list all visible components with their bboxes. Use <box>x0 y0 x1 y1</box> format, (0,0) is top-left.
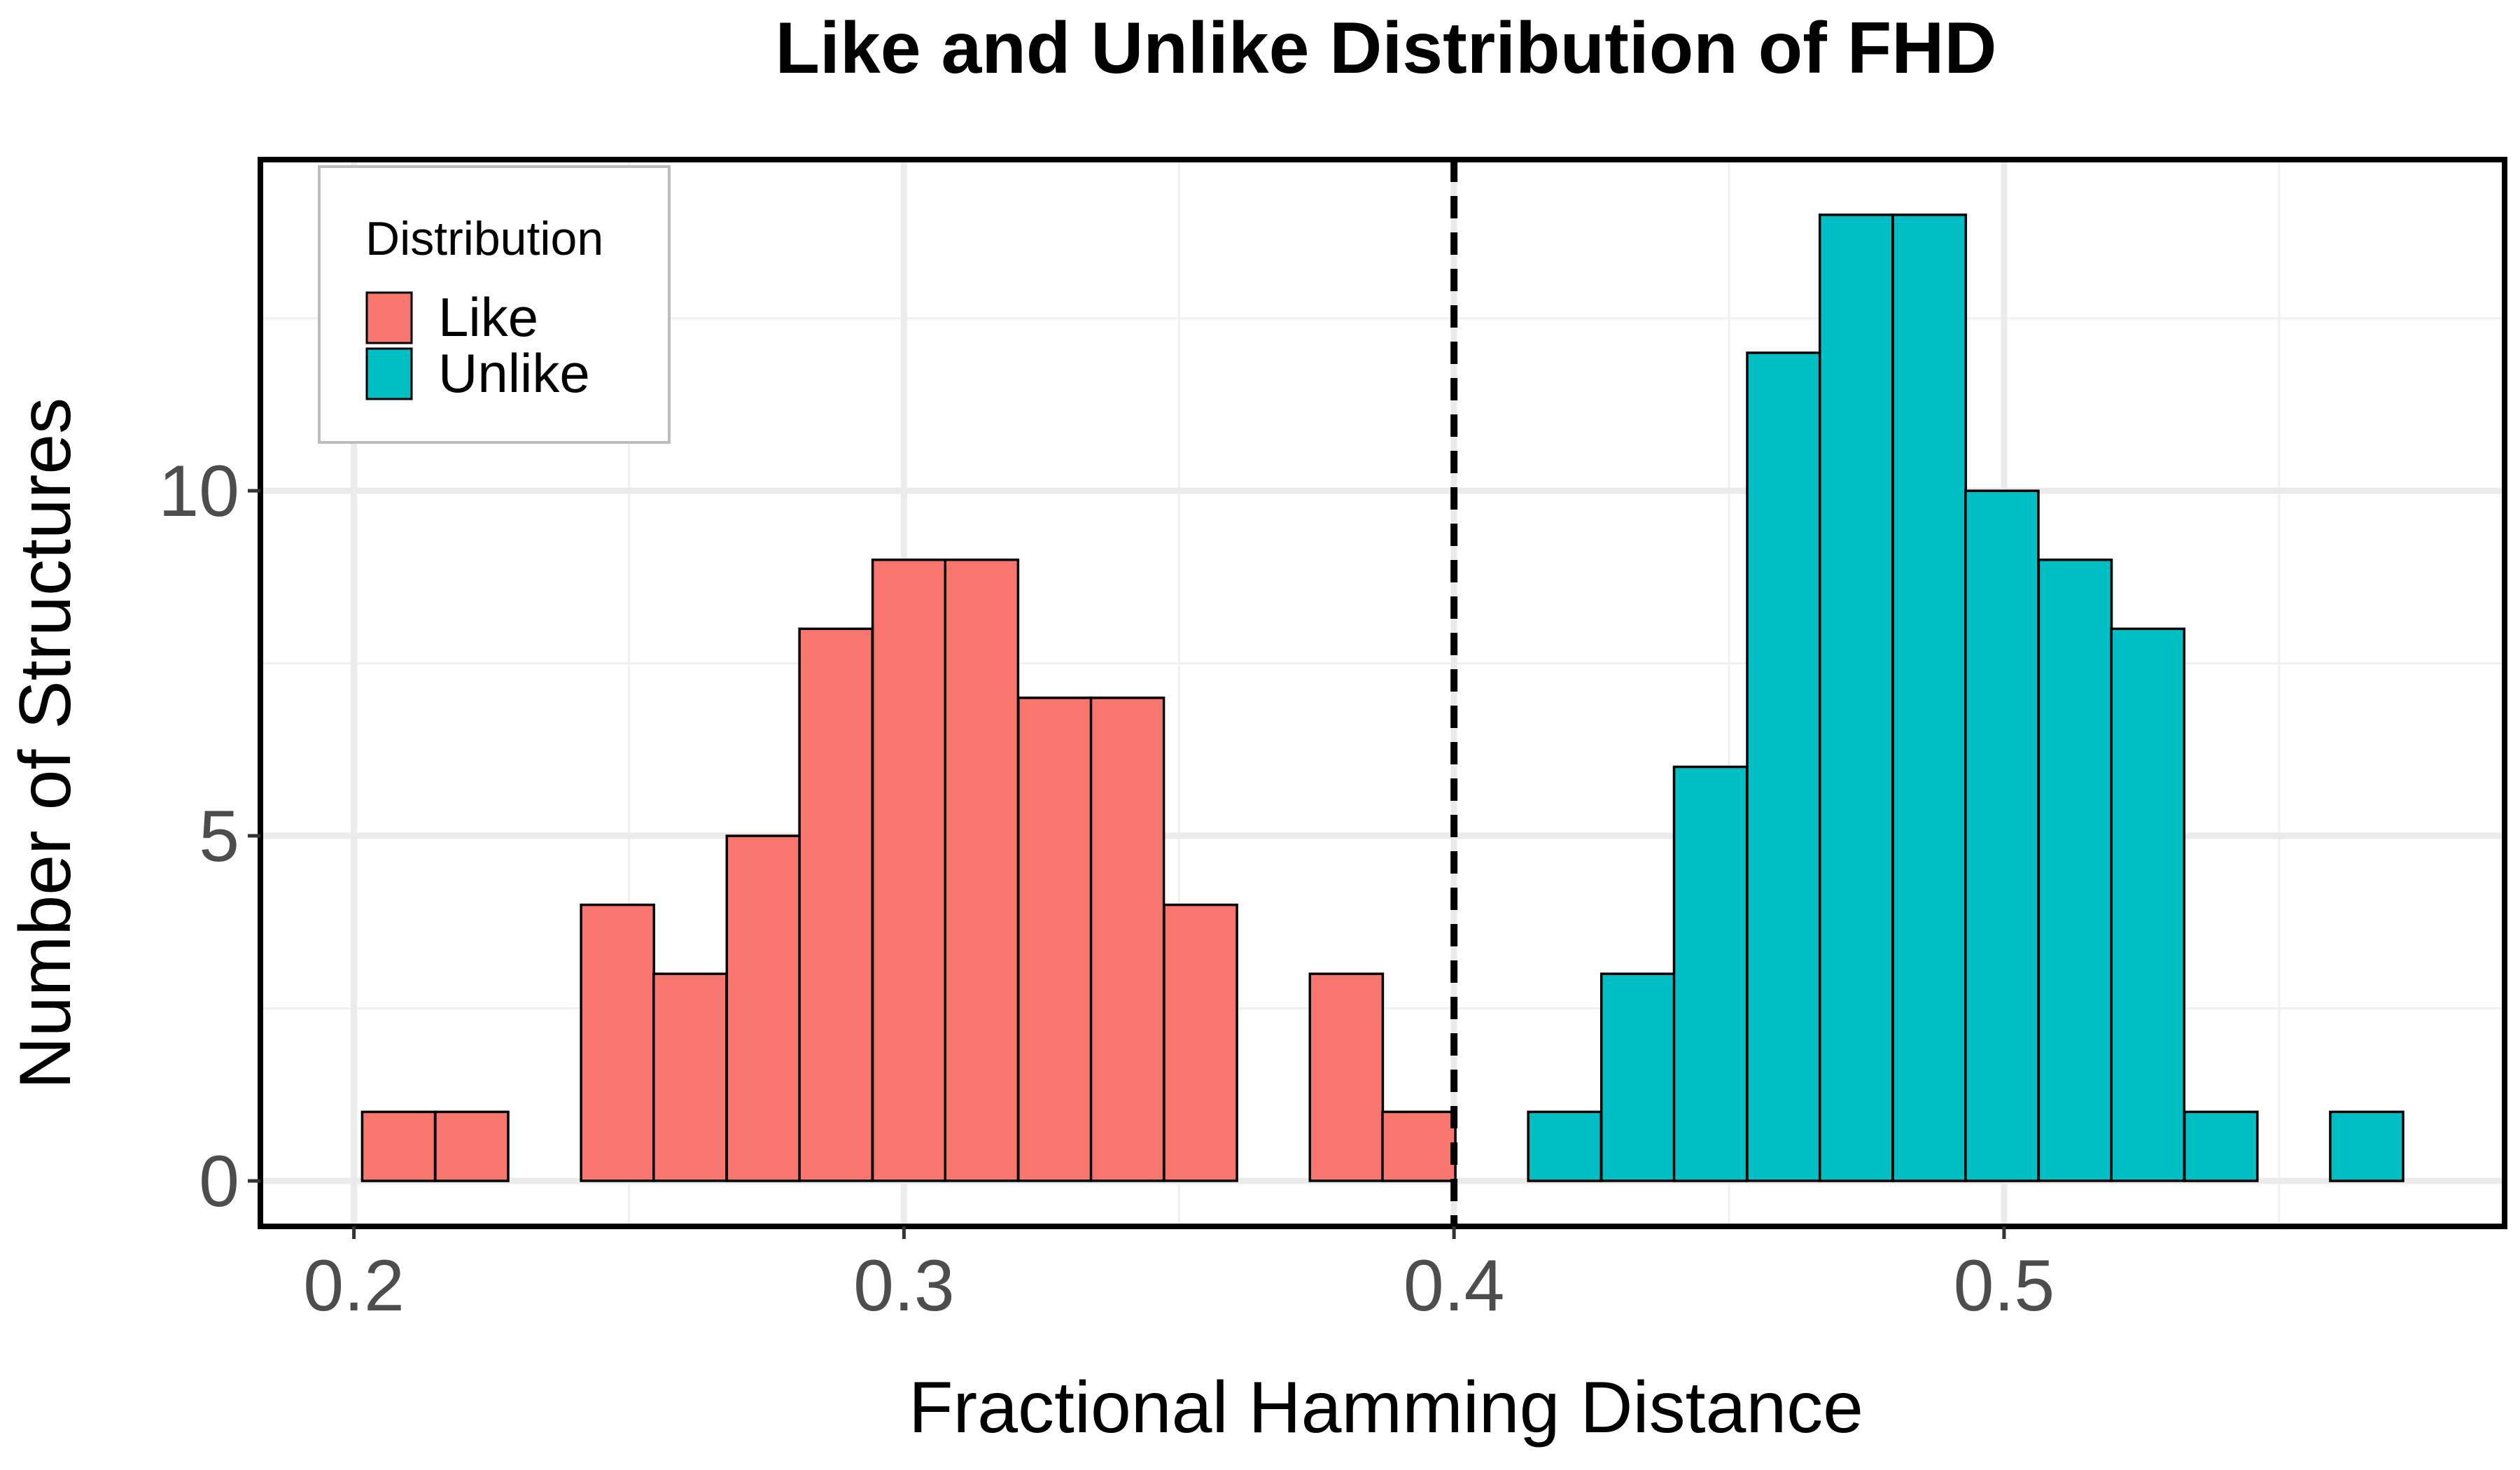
bar-unlike <box>2183 1110 2259 1182</box>
bar-like <box>798 627 874 1182</box>
y-tick-label: 10 <box>158 451 239 532</box>
legend-label-unlike: Unlike <box>438 342 590 404</box>
bar-like <box>1163 903 1238 1182</box>
y-tick-label: 5 <box>199 796 239 877</box>
x-tick-label: 0.2 <box>303 1245 405 1326</box>
bar-like <box>725 834 802 1182</box>
bar-like <box>1308 972 1385 1182</box>
plot-area: 0.2 0.3 0.4 0.5 0 5 10 <box>158 157 2507 1326</box>
bar-like <box>1381 1110 1457 1182</box>
x-axis-label: Fractional Hamming Distance <box>909 1367 1863 1448</box>
bar-unlike <box>1527 1110 1603 1182</box>
bar-like <box>1017 696 1093 1182</box>
bar-like <box>434 1110 510 1182</box>
chart-title: Like and Unlike Distribution of FHD <box>776 8 1997 89</box>
legend-swatch-unlike <box>365 347 413 400</box>
bar-unlike <box>1746 351 1821 1182</box>
bar-unlike <box>2037 558 2113 1182</box>
bar-like <box>652 972 728 1182</box>
bar-unlike <box>1964 489 2040 1182</box>
bar-unlike <box>1891 214 1968 1182</box>
legend: Distribution Like Unlike <box>318 165 671 444</box>
bar-like <box>871 558 947 1182</box>
x-tick-label: 0.4 <box>1404 1245 1505 1326</box>
legend-title: Distribution <box>365 212 603 265</box>
y-axis-label: Number of Structures <box>5 398 86 1089</box>
bar-unlike <box>1600 972 1676 1182</box>
x-tick-label: 0.3 <box>853 1245 955 1326</box>
x-tick-label: 0.5 <box>1954 1245 2055 1326</box>
bar-unlike <box>1818 214 1894 1182</box>
legend-label-like: Like <box>438 286 538 348</box>
y-tick-label: 0 <box>199 1141 239 1222</box>
bar-like <box>1089 696 1166 1182</box>
bar-unlike <box>2110 627 2186 1182</box>
bar-like <box>944 558 1020 1182</box>
bar-unlike <box>2329 1110 2404 1182</box>
legend-swatch-like <box>365 291 413 344</box>
plot-border <box>258 157 2507 1229</box>
bar-like <box>360 1110 437 1182</box>
bar-like <box>580 903 655 1182</box>
bar-unlike <box>1672 765 1749 1182</box>
